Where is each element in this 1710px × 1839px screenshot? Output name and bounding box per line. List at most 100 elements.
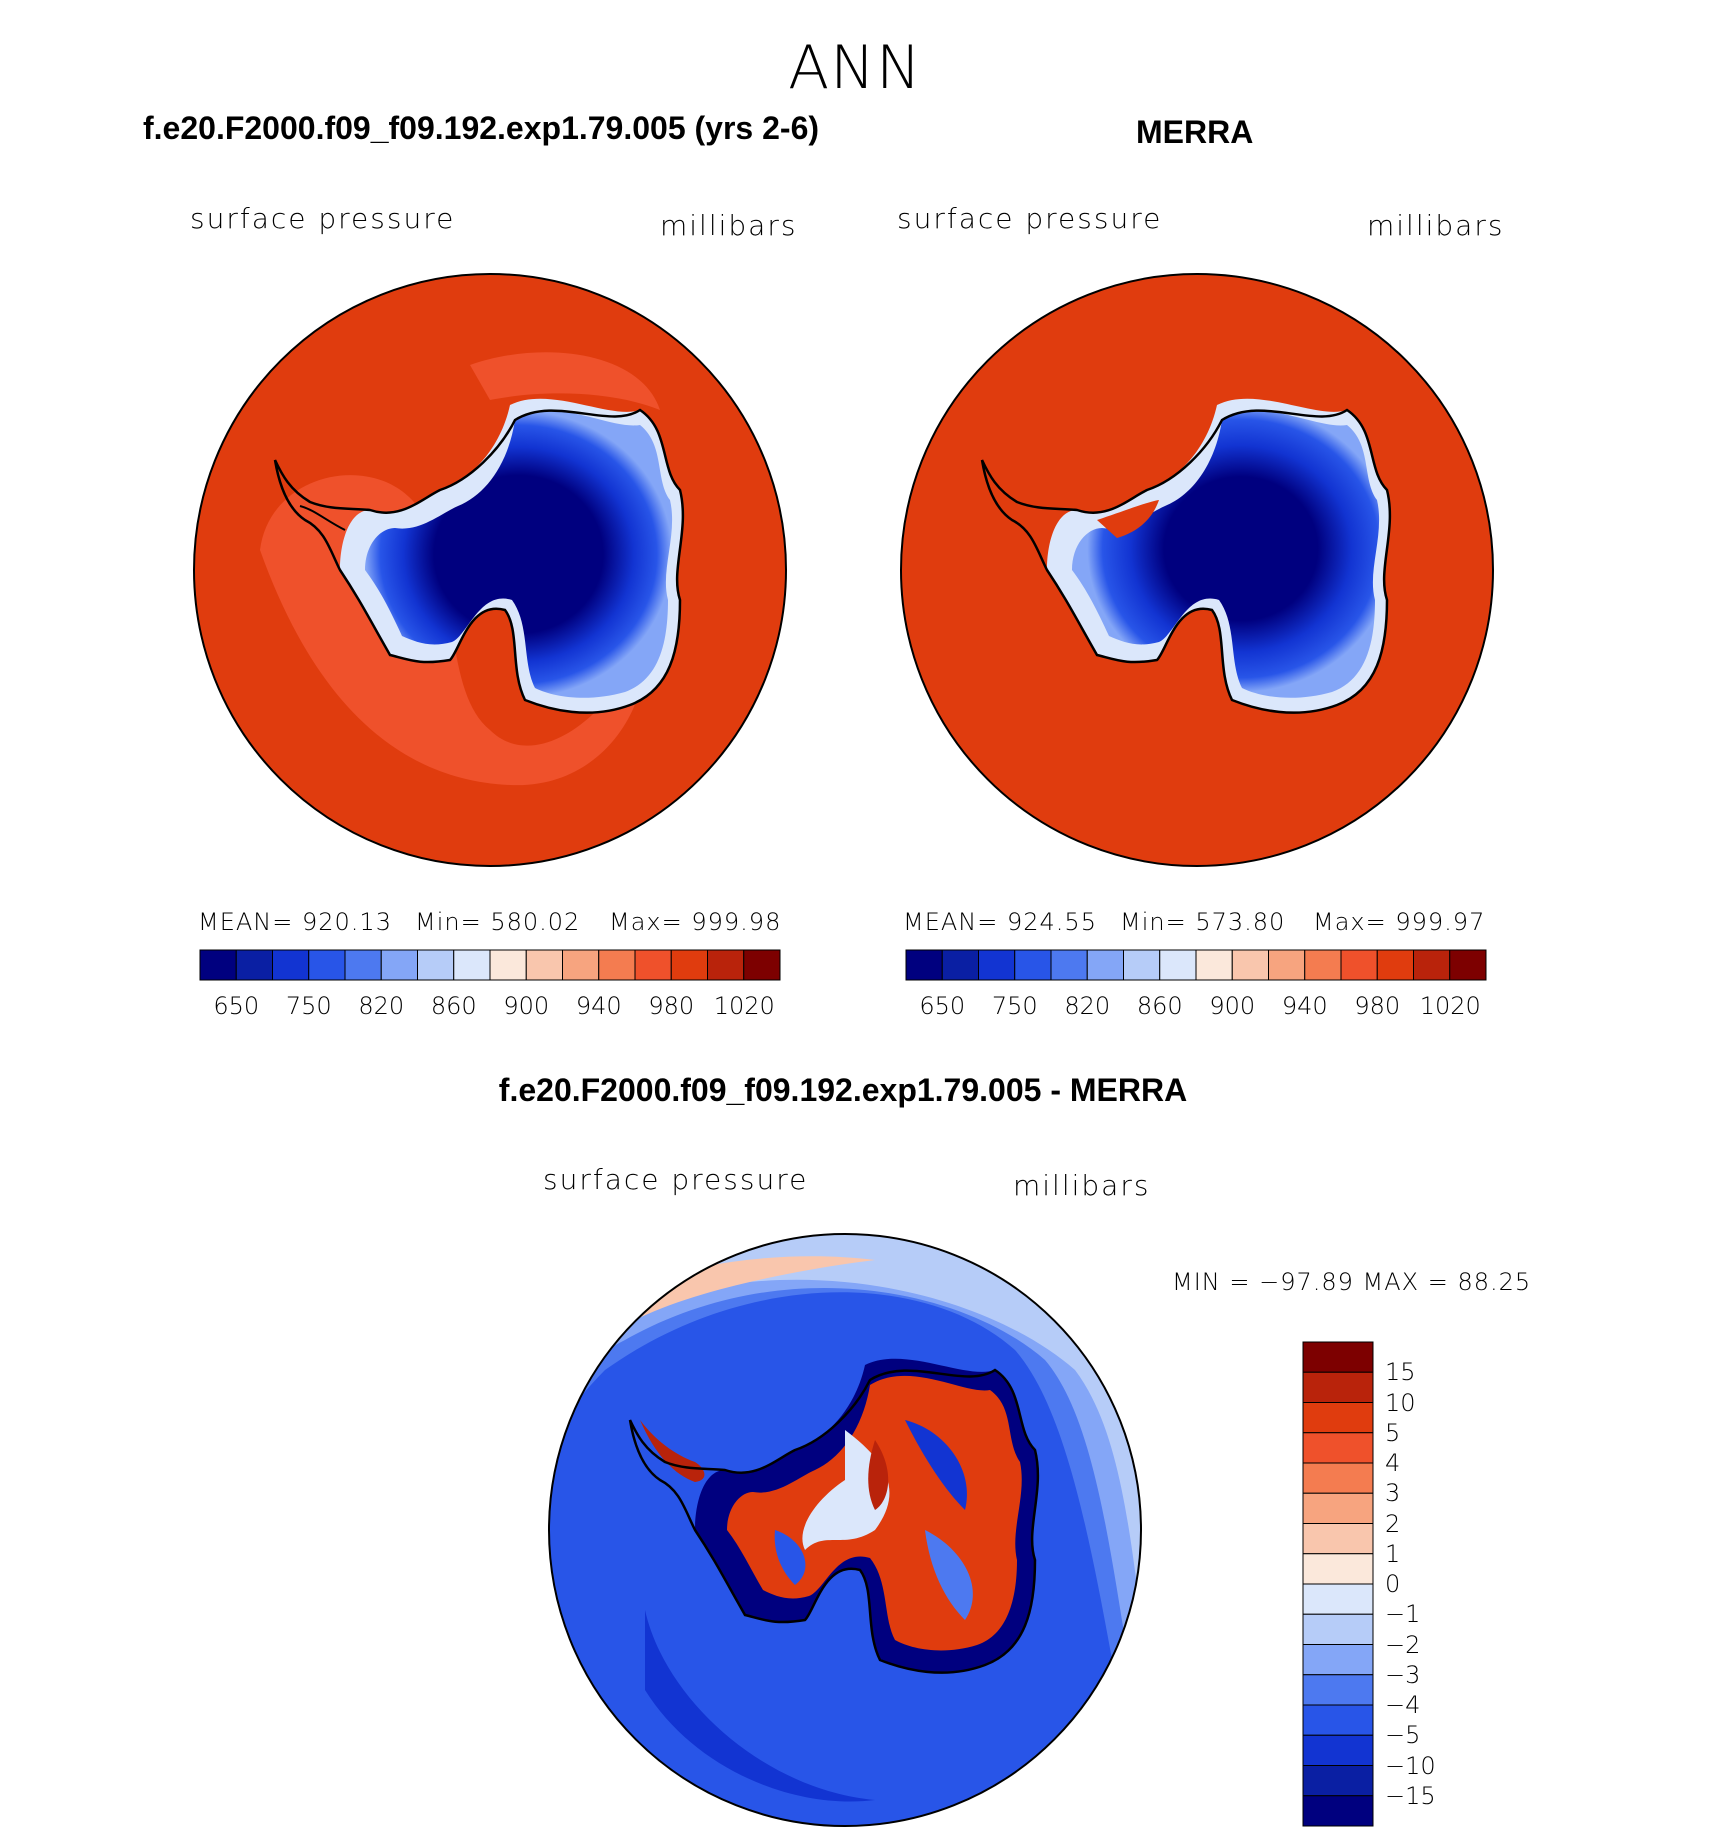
colorbar-tick-label: 5 [1385,1418,1401,1447]
diff-colorbar [1302,1341,1374,1827]
right-variable-label: surface pressure [897,202,1163,235]
colorbar-swatch [1413,949,1451,981]
right-colorbar-ticks: 650 750 820 860 900 940 980 1020 [906,992,1486,1022]
left-polar-map [193,273,787,867]
colorbar-swatch [1340,949,1378,981]
colorbar-swatch [1302,1371,1374,1403]
diff-colorbar-ticks: 15 10 5 4 3 2 1 0 −1 −2 −3 −4 −5 −10 −15 [1385,1342,1475,1826]
colorbar-tick-label: −3 [1385,1660,1421,1689]
interior-near-zero [802,1430,890,1550]
colorbar-tick-label: −2 [1385,1630,1421,1659]
colorbar-swatch [380,949,418,981]
map-boundary [900,273,1494,867]
left-panel-title: f.e20.F2000.f09_f09.192.exp1.79.005 (yrs… [143,110,820,146]
colorbar-tick-label: 860 [430,992,477,1020]
colorbar-swatch [670,949,708,981]
colorbar-swatch [1302,1462,1374,1494]
colorbar-swatch [1302,1704,1374,1736]
colorbar-tick-label: 3 [1385,1479,1401,1508]
colorbar-tick-label: 4 [1385,1449,1401,1477]
left-max-stat: Max= 999.98 [609,908,782,936]
colorbar-tick-label: 750 [285,992,332,1020]
ice-shelf-highlight [1097,500,1159,538]
colorbar-swatch [453,949,491,981]
antarctica-interior [1072,410,1380,698]
map-boundary [193,273,787,867]
interior-negative [905,1420,967,1510]
colorbar-tick-label: −4 [1385,1691,1421,1719]
colorbar-tick-label: 650 [919,992,966,1020]
colorbar-tick-label: 10 [1385,1388,1416,1417]
colorbar-tick-label: −10 [1385,1751,1436,1780]
colorbar-tick-label: 1020 [713,992,775,1020]
colorbar-swatch [1123,949,1161,981]
left-variable-label: surface pressure [190,202,456,235]
colorbar-tick-label: 750 [991,992,1038,1020]
colorbar-swatch [1302,1583,1374,1615]
colorbar-swatch [941,949,979,981]
colorbar-tick-label: −1 [1385,1600,1421,1629]
diff-panel-title: f.e20.F2000.f09_f09.192.exp1.79.005 - ME… [498,1072,1188,1108]
colorbar-swatch [1014,949,1052,981]
interior-negative [925,1530,973,1620]
colorbar-swatch [1086,949,1124,981]
colorbar-tick-label: 0 [1385,1570,1401,1598]
colorbar-swatch [1302,1402,1374,1434]
colorbar-swatch [1302,1674,1374,1706]
colorbar-swatch [1302,1765,1374,1797]
colorbar-tick-label: 980 [1354,992,1401,1020]
colorbar-swatch [417,949,455,981]
colorbar-tick-label: 820 [1064,992,1111,1020]
right-units-label: millibars [1367,209,1505,242]
colorbar-swatch [1302,1613,1374,1645]
colorbar-swatch [562,949,600,981]
colorbar-swatch [199,949,237,981]
colorbar-tick-label: 1 [1385,1539,1401,1568]
left-colorbar-ticks: 650 750 820 860 900 940 980 1020 [200,992,780,1022]
colorbar-swatch [235,949,273,981]
colorbar-swatch [598,949,636,981]
diff-minmax-stat: MIN = −97.89 MAX = 88.25 [1172,1268,1532,1296]
left-colorbar [199,949,781,981]
right-min-stat: Min= 573.80 [1120,908,1286,936]
peninsula-line [299,505,346,531]
right-colorbar [905,949,1487,981]
colorbar-swatch [308,949,346,981]
colorbar-swatch [978,949,1016,981]
map-boundary [548,1233,1142,1827]
colorbar-tick-label: 15 [1385,1358,1416,1387]
colorbar-tick-label: 860 [1136,992,1183,1020]
colorbar-swatch [1449,949,1487,981]
interior-negative [774,1530,806,1585]
colorbar-tick-label: 650 [213,992,260,1020]
colorbar-swatch [1304,949,1342,981]
figure-title: ANN [788,33,922,103]
colorbar-tick-label: 820 [358,992,405,1020]
colorbar-swatch [743,949,781,981]
colorbar-swatch [272,949,310,981]
right-panel-title: MERRA [1136,114,1254,150]
coastline [273,408,685,714]
negative-patch [645,1610,875,1802]
colorbar-tick-label: 1020 [1419,992,1481,1020]
colorbar-swatch [905,949,943,981]
right-mean-stat: MEAN= 924.55 [903,908,1097,936]
left-units-label: millibars [660,209,798,242]
colorbar-tick-label: 2 [1385,1509,1401,1538]
colorbar-tick-label: 940 [575,992,622,1020]
colorbar-tick-label: −15 [1385,1781,1436,1810]
colorbar-swatch [1231,949,1269,981]
colorbar-tick-label: 940 [1281,992,1328,1020]
antarctica-interior [365,410,673,698]
diff-variable-label: surface pressure [543,1163,809,1196]
right-polar-map [900,273,1494,867]
colorbar-swatch [634,949,672,981]
colorbar-swatch [1195,949,1233,981]
colorbar-swatch [1302,1341,1374,1373]
colorbar-swatch [1302,1553,1374,1585]
colorbar-swatch [1302,1734,1374,1766]
colorbar-swatch [1302,1795,1374,1827]
ocean-ring-upper [470,352,660,410]
left-mean-stat: MEAN= 920.13 [198,908,392,936]
right-max-stat: Max= 999.97 [1313,908,1486,936]
